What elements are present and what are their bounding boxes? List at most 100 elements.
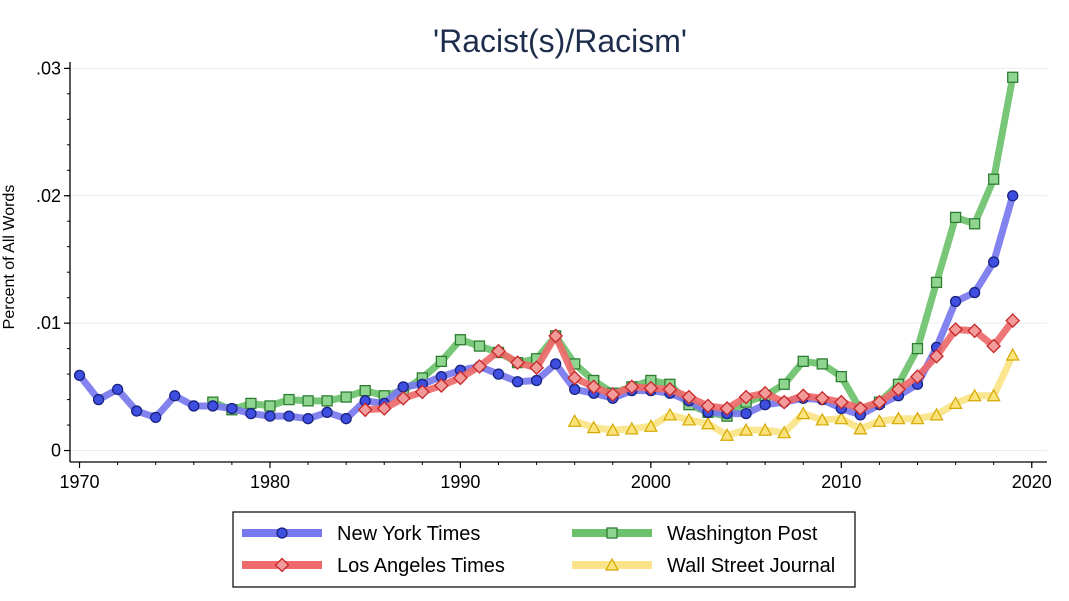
data-point-los-angeles-times bbox=[681, 389, 697, 405]
data-point-washington-post bbox=[949, 211, 962, 224]
data-point-washington-post bbox=[245, 397, 257, 410]
data-point-washington-post bbox=[911, 342, 924, 355]
legend-label: New York Times bbox=[337, 523, 480, 545]
data-point-wall-street-journal bbox=[643, 419, 658, 432]
data-point-new-york-times bbox=[397, 381, 409, 393]
data-point-wall-street-journal bbox=[777, 425, 792, 439]
data-point-new-york-times bbox=[759, 399, 771, 411]
series-los-angeles-times bbox=[357, 313, 1021, 418]
y-tick-label: .03 bbox=[36, 58, 61, 78]
x-tick-label: 1980 bbox=[250, 472, 290, 492]
y-tick-label: .02 bbox=[36, 186, 61, 206]
data-point-washington-post bbox=[302, 395, 314, 407]
legend-box bbox=[232, 511, 856, 588]
data-point-los-angeles-times bbox=[624, 379, 640, 395]
data-point-washington-post bbox=[340, 391, 352, 403]
data-point-los-angeles-times bbox=[433, 378, 449, 393]
data-point-wall-street-journal bbox=[720, 427, 735, 441]
data-point-los-angeles-times bbox=[910, 369, 925, 385]
data-point-washington-post bbox=[359, 385, 371, 397]
data-point-wall-street-journal bbox=[681, 412, 696, 426]
data-point-washington-post bbox=[473, 340, 486, 352]
series-line-washington-post bbox=[209, 73, 1017, 420]
data-point-washington-post bbox=[816, 358, 828, 370]
series-layer bbox=[73, 71, 1021, 441]
data-point-wall-street-journal bbox=[872, 413, 887, 427]
data-point-los-angeles-times bbox=[891, 381, 906, 397]
data-point-new-york-times bbox=[530, 374, 543, 387]
data-point-new-york-times bbox=[511, 376, 524, 388]
data-point-wall-street-journal bbox=[986, 388, 1001, 402]
legend-item-wall-street-journal: Wall Street Journal bbox=[572, 555, 835, 577]
data-point-washington-post bbox=[264, 400, 276, 412]
data-point-los-angeles-times bbox=[776, 394, 792, 410]
series-line-new-york-times bbox=[76, 192, 1017, 423]
data-point-los-angeles-times bbox=[986, 338, 1002, 354]
data-point-new-york-times bbox=[245, 407, 257, 420]
data-point-wall-street-journal bbox=[796, 406, 811, 420]
data-point-los-angeles-times bbox=[643, 380, 659, 396]
data-point-new-york-times bbox=[207, 400, 219, 412]
data-point-new-york-times bbox=[549, 358, 562, 370]
data-point-washington-post bbox=[778, 378, 790, 390]
data-point-wall-street-journal bbox=[662, 407, 677, 421]
data-point-washington-post bbox=[321, 395, 333, 407]
data-point-new-york-times bbox=[73, 369, 86, 382]
data-point-washington-post bbox=[797, 355, 809, 368]
data-point-los-angeles-times bbox=[414, 384, 430, 400]
data-point-new-york-times bbox=[949, 295, 962, 308]
data-point-new-york-times bbox=[150, 411, 162, 424]
legend-marker bbox=[274, 557, 290, 573]
data-point-wall-street-journal bbox=[891, 411, 906, 425]
data-point-washington-post bbox=[435, 355, 448, 368]
data-point-los-angeles-times bbox=[452, 370, 468, 386]
data-point-los-angeles-times bbox=[567, 370, 583, 386]
data-point-new-york-times bbox=[340, 413, 352, 425]
x-tick-label: 2000 bbox=[631, 472, 671, 492]
data-point-los-angeles-times bbox=[472, 359, 487, 374]
data-point-los-angeles-times bbox=[948, 322, 964, 337]
data-point-wall-street-journal bbox=[1005, 347, 1020, 361]
data-point-los-angeles-times bbox=[395, 390, 411, 406]
data-point-wall-street-journal bbox=[948, 396, 963, 410]
y-tick-label: 0 bbox=[51, 441, 61, 461]
data-point-wall-street-journal bbox=[910, 411, 925, 425]
data-point-los-angeles-times bbox=[871, 394, 887, 410]
chart-title: 'Racist(s)/Racism' bbox=[433, 23, 687, 59]
data-point-los-angeles-times bbox=[662, 381, 678, 397]
data-point-los-angeles-times bbox=[852, 401, 868, 416]
legend-marker bbox=[606, 527, 618, 539]
data-point-new-york-times bbox=[188, 400, 200, 412]
data-point-new-york-times bbox=[968, 286, 981, 299]
x-axis-ticks: 1970 1980 1990 2000 2010 2020 bbox=[59, 462, 1052, 492]
data-point-wall-street-journal bbox=[758, 422, 773, 436]
legend-item-los-angeles-times: Los Angeles Times bbox=[242, 555, 505, 577]
data-point-new-york-times bbox=[1007, 190, 1019, 202]
data-point-los-angeles-times bbox=[605, 387, 621, 402]
data-point-los-angeles-times bbox=[357, 402, 373, 418]
data-point-washington-post bbox=[1007, 71, 1019, 83]
data-point-los-angeles-times bbox=[491, 343, 506, 359]
legend-label: Washington Post bbox=[667, 523, 818, 545]
legend-item-new-york-times: New York Times bbox=[242, 523, 480, 545]
legend-item-washington-post: Washington Post bbox=[572, 523, 818, 545]
data-point-washington-post bbox=[930, 276, 943, 289]
legend-marker bbox=[604, 557, 620, 571]
data-point-new-york-times bbox=[988, 256, 1000, 268]
data-point-los-angeles-times bbox=[795, 388, 811, 404]
data-point-new-york-times bbox=[169, 390, 181, 402]
data-point-new-york-times bbox=[283, 410, 295, 422]
y-axis-ticks: 0 .01 .02 .03 bbox=[36, 58, 70, 461]
legend: New York Times Washington Post Los Angeles… bbox=[232, 511, 856, 588]
y-tick-label: .01 bbox=[36, 313, 61, 333]
data-point-wall-street-journal bbox=[929, 407, 944, 421]
legend-marker bbox=[276, 527, 288, 539]
data-point-los-angeles-times bbox=[376, 401, 392, 416]
data-point-los-angeles-times bbox=[757, 385, 773, 401]
data-point-los-angeles-times bbox=[586, 379, 602, 395]
y-axis-label: Percent of All Words bbox=[1, 185, 18, 330]
series-new-york-times bbox=[73, 190, 1019, 425]
data-point-wall-street-journal bbox=[700, 416, 716, 430]
data-point-los-angeles-times bbox=[700, 398, 716, 414]
